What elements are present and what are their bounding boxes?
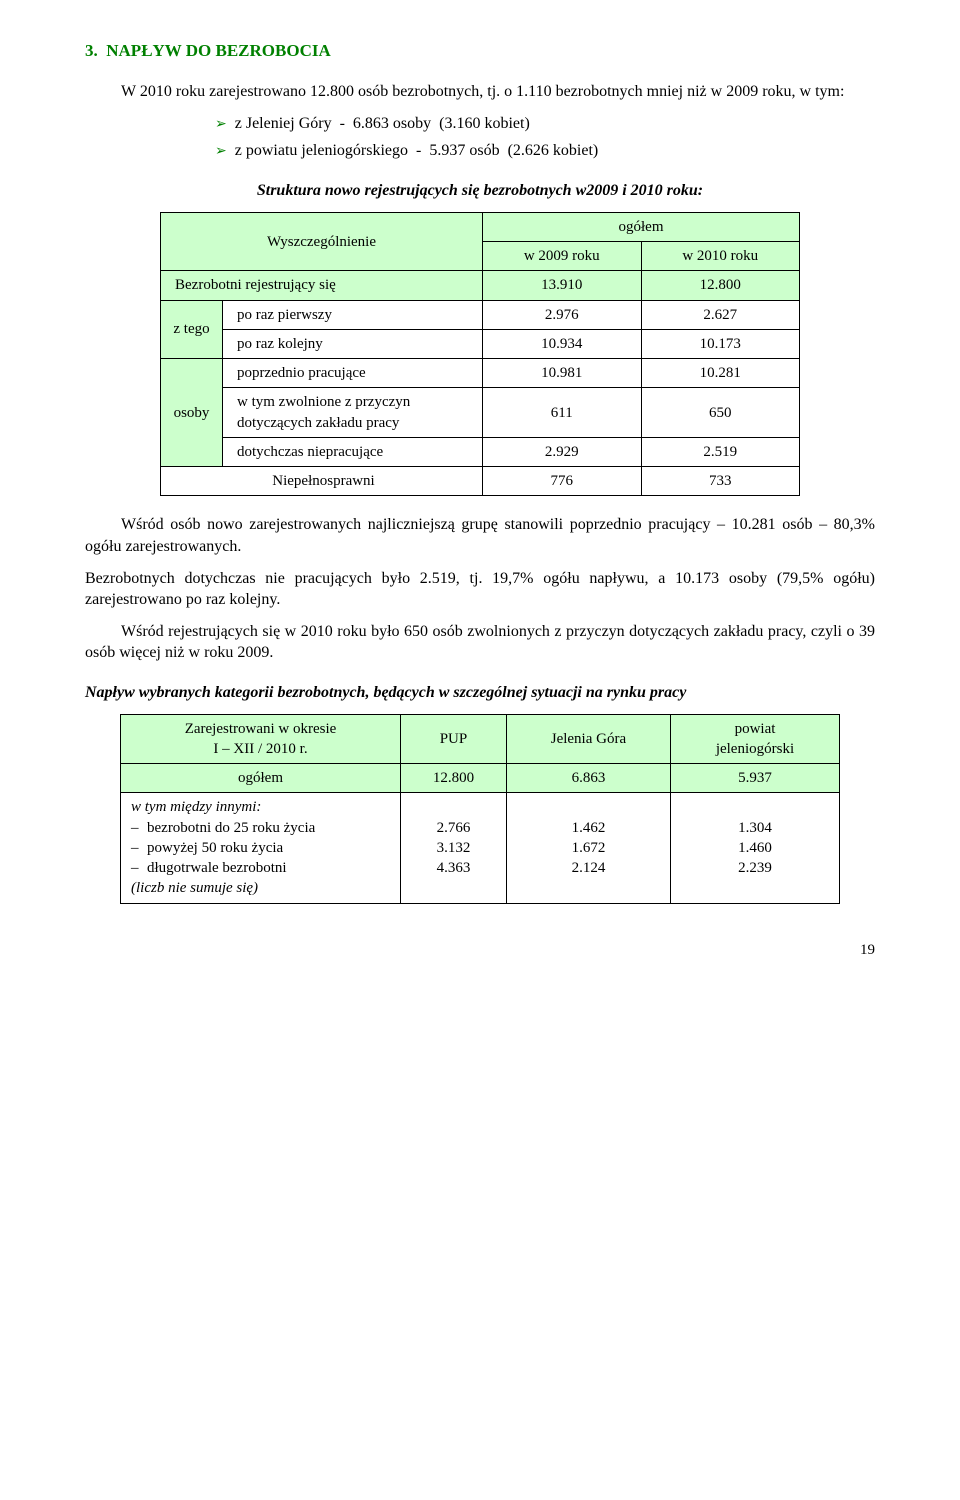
bullet-text: z Jeleniej Góry - 6.863 osoby (3.160 kob…: [235, 113, 530, 135]
section-number: 3.: [85, 41, 98, 60]
table-cell: ogółem: [121, 764, 401, 793]
intro-bullets: ➢ z Jeleniej Góry - 6.863 osoby (3.160 k…: [85, 113, 875, 163]
table-cell: Niepełnosprawni: [161, 467, 483, 496]
section-title: 3. NAPŁYW DO BEZROBOCIA: [85, 40, 875, 63]
table-cell: 6.863: [506, 764, 670, 793]
table-structure: Wyszczególnienie ogółem w 2009 roku w 20…: [160, 212, 800, 497]
table-cell: 1.304 1.460 2.239: [670, 793, 839, 903]
bullet-item: ➢ z powiatu jeleniogórskiego - 5.937 osó…: [85, 140, 875, 162]
bullet-item: ➢ z Jeleniej Góry - 6.863 osoby (3.160 k…: [85, 113, 875, 135]
table-cell: 5.937: [670, 764, 839, 793]
table-cell: 10.173: [641, 329, 800, 358]
table-cell: 1.462 1.672 2.124: [506, 793, 670, 903]
table-header: PUP: [401, 714, 507, 764]
table-header: Wyszczególnienie: [161, 212, 483, 271]
table-cell: 2.519: [641, 437, 800, 466]
table-header: w 2009 roku: [483, 242, 642, 271]
table-inflow: Zarejestrowani w okresieI – XII / 2010 r…: [120, 714, 840, 904]
table-cell: 733: [641, 467, 800, 496]
table-cell: poprzednio pracujące: [223, 359, 483, 388]
table-cell: 611: [483, 388, 642, 438]
table-cell: 10.934: [483, 329, 642, 358]
table-cell: 13.910: [483, 271, 642, 300]
table-cell: w tym między innymi: –bezrobotni do 25 r…: [121, 793, 401, 903]
table-header: Zarejestrowani w okresieI – XII / 2010 r…: [121, 714, 401, 764]
bullet-text: z powiatu jeleniogórskiego - 5.937 osób …: [235, 140, 599, 162]
intro-paragraph: W 2010 roku zarejestrowano 12.800 osób b…: [85, 81, 875, 103]
table-header: ogółem: [483, 212, 800, 241]
table-header: Jelenia Góra: [506, 714, 670, 764]
table-header: powiatjeleniogórski: [670, 714, 839, 764]
section-heading: NAPŁYW DO BEZROBOCIA: [106, 41, 331, 60]
table-cell: 776: [483, 467, 642, 496]
table-cell: 10.981: [483, 359, 642, 388]
table2-caption: Napływ wybranych kategorii bezrobotnych,…: [85, 682, 875, 704]
table-cell: dotychczas niepracujące: [223, 437, 483, 466]
table-cell: 2.929: [483, 437, 642, 466]
table-cell: po raz kolejny: [223, 329, 483, 358]
table-cell: 12.800: [641, 271, 800, 300]
body-paragraph: Wśród rejestrujących się w 2010 roku był…: [85, 621, 875, 664]
page-number: 19: [85, 940, 875, 960]
table-cell: po raz pierwszy: [223, 300, 483, 329]
table-cell: 2.766 3.132 4.363: [401, 793, 507, 903]
table-cell: Bezrobotni rejestrujący się: [161, 271, 483, 300]
arrow-icon: ➢: [215, 116, 227, 135]
body-paragraph: Wśród osób nowo zarejestrowanych najlicz…: [85, 514, 875, 557]
body-paragraph: Bezrobotnych dotychczas nie pracujących …: [85, 568, 875, 611]
table-cell: 10.281: [641, 359, 800, 388]
table-header: w 2010 roku: [641, 242, 800, 271]
table-cell: w tym zwolnione z przyczyn dotyczących z…: [223, 388, 483, 438]
table-cell: 2.976: [483, 300, 642, 329]
table1-caption: Struktura nowo rejestrujących się bezrob…: [85, 180, 875, 202]
table-side-label: osoby: [161, 359, 223, 467]
table-side-label: z tego: [161, 300, 223, 359]
table-cell: 2.627: [641, 300, 800, 329]
table-cell: 650: [641, 388, 800, 438]
table-cell: 12.800: [401, 764, 507, 793]
arrow-icon: ➢: [215, 143, 227, 162]
